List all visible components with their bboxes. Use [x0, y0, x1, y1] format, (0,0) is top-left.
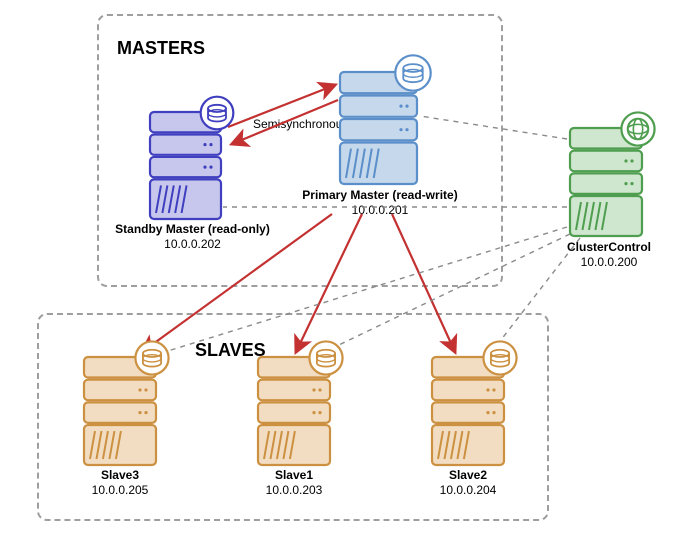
node-cluster-ip: 10.0.0.200 — [560, 255, 658, 270]
node-standby-ip: 10.0.0.202 — [110, 237, 275, 252]
edge-label-semisynchronous: Semisynchronous — [253, 117, 348, 131]
node-standby-label: Standby Master (read-only) 10.0.0.202 — [110, 222, 275, 252]
node-slave1-label: Slave1 10.0.0.203 — [248, 468, 340, 498]
server-cluster — [570, 112, 655, 236]
node-slave3-label: Slave3 10.0.0.205 — [74, 468, 166, 498]
node-slave2-ip: 10.0.0.204 — [422, 483, 514, 498]
node-slave2-label: Slave2 10.0.0.204 — [422, 468, 514, 498]
node-cluster-title: ClusterControl — [560, 240, 658, 255]
group-slaves-label: SLAVES — [195, 340, 266, 361]
node-primary-ip: 10.0.0.201 — [290, 203, 470, 218]
node-slave3-ip: 10.0.0.205 — [74, 483, 166, 498]
node-standby-title: Standby Master (read-only) — [110, 222, 275, 237]
node-slave1-title: Slave1 — [248, 468, 340, 483]
node-slave2-title: Slave2 — [422, 468, 514, 483]
node-slave3-title: Slave3 — [74, 468, 166, 483]
node-slave1-ip: 10.0.0.203 — [248, 483, 340, 498]
node-primary-title: Primary Master (read-write) — [290, 188, 470, 203]
node-cluster-label: ClusterControl 10.0.0.200 — [560, 240, 658, 270]
group-masters-label: MASTERS — [117, 38, 205, 59]
node-primary-label: Primary Master (read-write) 10.0.0.201 — [290, 188, 470, 218]
